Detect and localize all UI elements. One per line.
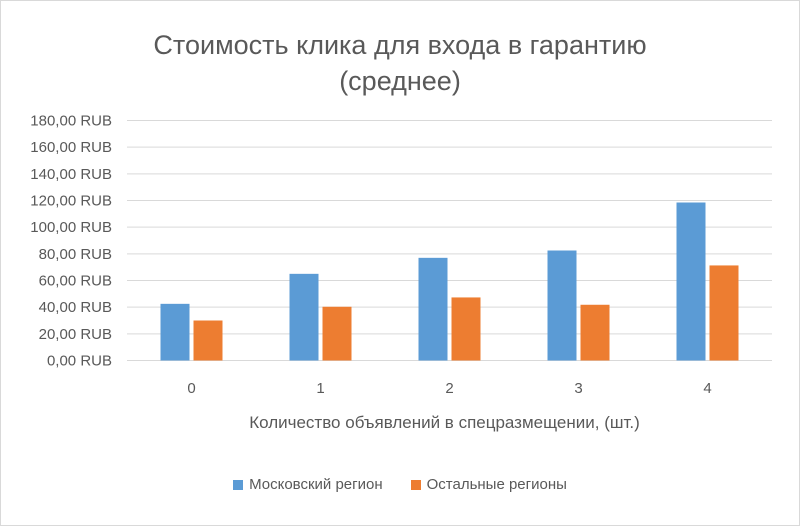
chart-title-line-1: Стоимость клика для входа в гарантию (153, 30, 647, 60)
bar-moscow-0 (160, 303, 190, 361)
x-tick-label: 0 (187, 380, 195, 397)
bar-other-1 (322, 306, 352, 361)
bar-other-2 (451, 297, 481, 361)
x-tick-label: 1 (316, 380, 324, 397)
bar-other-0 (193, 320, 223, 361)
y-tick-label: 140,00 RUB (30, 166, 112, 183)
legend-swatch-other (410, 479, 421, 490)
legend-item-moscow: Московский регион (233, 476, 383, 493)
y-tick-label: 120,00 RUB (30, 193, 112, 210)
bar-other-3 (580, 304, 610, 361)
x-tick-label: 4 (703, 380, 711, 397)
bar-other-4 (709, 265, 739, 361)
x-axis-title: Количество объявлений в спецразмещении, … (249, 413, 640, 432)
x-tick-label: 3 (574, 380, 582, 397)
bar-moscow-2 (418, 257, 448, 361)
y-tick-label: 160,00 RUB (30, 139, 112, 156)
legend-swatch-moscow (233, 479, 244, 490)
y-tick-label: 20,00 RUB (39, 326, 112, 343)
bar-moscow-3 (547, 250, 577, 361)
legend-item-other: Остальные регионы (410, 476, 567, 493)
y-tick-label: 180,00 RUB (30, 113, 112, 130)
bar-moscow-1 (289, 273, 319, 361)
y-tick-label: 0,00 RUB (47, 353, 112, 370)
legend-label-moscow: Московский регион (249, 476, 383, 493)
legend: Московский регион Остальные регионы (0, 476, 800, 493)
bar-moscow-4 (676, 202, 706, 361)
y-tick-label: 40,00 RUB (39, 299, 112, 316)
y-tick-label: 60,00 RUB (39, 273, 112, 290)
y-tick-label: 100,00 RUB (30, 219, 112, 236)
legend-label-other: Остальные регионы (426, 476, 567, 493)
chart-title-line-2: (среднее) (339, 66, 461, 96)
y-tick-label: 80,00 RUB (39, 246, 112, 263)
x-tick-label: 2 (445, 380, 453, 397)
